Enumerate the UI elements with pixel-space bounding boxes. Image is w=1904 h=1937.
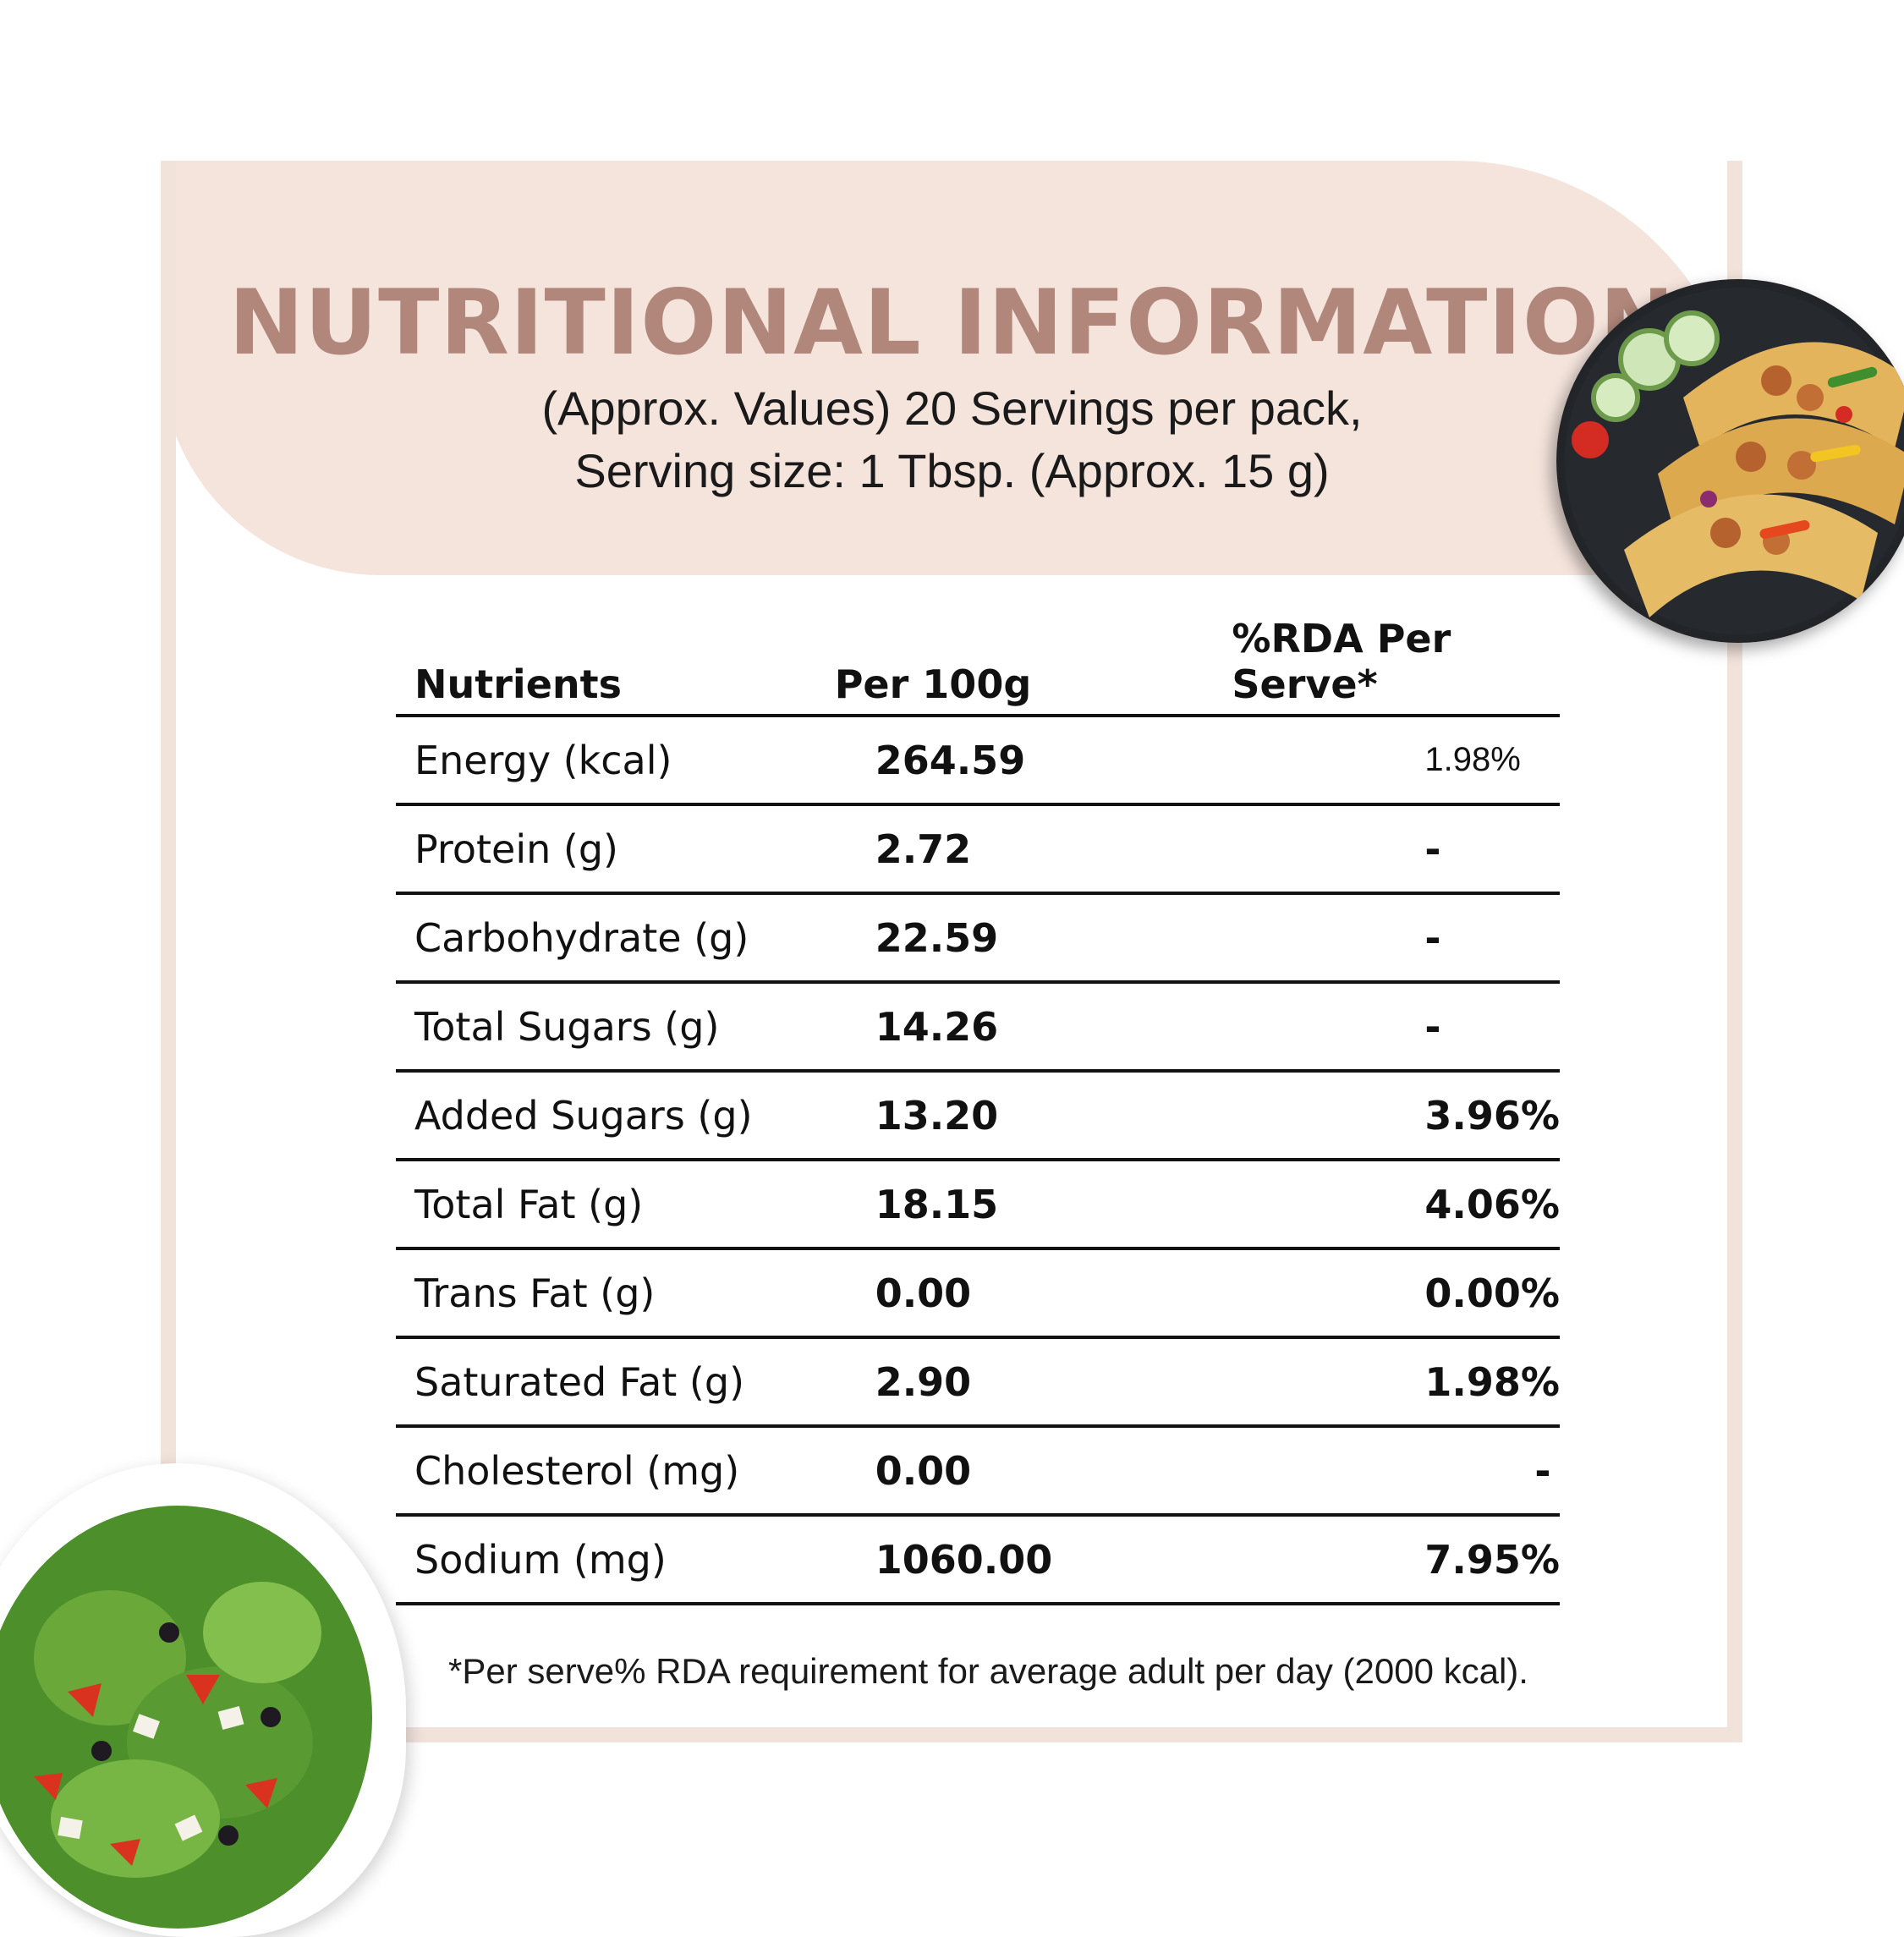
rda-value: - bbox=[1181, 893, 1560, 984]
per-100g-value: 0.00 bbox=[800, 1248, 1182, 1339]
nutrient-name: Total Sugars (g) bbox=[396, 982, 801, 1073]
table-row: Trans Fat (g) 0.00 0.00% bbox=[396, 1248, 1560, 1339]
taco-plate-image bbox=[1556, 279, 1904, 643]
column-header-rda: %RDA Per Serve* bbox=[1181, 616, 1560, 717]
table-row: Protein (g) 2.72 - bbox=[396, 804, 1560, 895]
table-row: Total Sugars (g) 14.26 - bbox=[396, 982, 1560, 1073]
nutrient-name: Added Sugars (g) bbox=[396, 1071, 801, 1161]
subtitle-line-1: (Approx. Values) 20 Servings per pack, bbox=[541, 381, 1363, 435]
column-header-nutrients: Nutrients bbox=[396, 616, 801, 717]
per-100g-value: 13.20 bbox=[800, 1071, 1182, 1161]
per-100g-value: 22.59 bbox=[800, 893, 1182, 984]
per-100g-value: 264.59 bbox=[800, 716, 1182, 806]
table-header-row: Nutrients Per 100g %RDA Per Serve* bbox=[396, 616, 1560, 717]
page-subtitle: (Approx. Values) 20 Servings per pack, S… bbox=[0, 377, 1904, 502]
rda-value: 1.98% bbox=[1181, 716, 1560, 806]
table-row: Added Sugars (g) 13.20 3.96% bbox=[396, 1071, 1560, 1161]
salad-bowl-image bbox=[0, 1463, 406, 1937]
subtitle-line-2: Serving size: 1 Tbsp. (Approx. 15 g) bbox=[574, 444, 1330, 497]
rda-value: - bbox=[1181, 804, 1560, 895]
nutrient-name: Energy (kcal) bbox=[396, 716, 801, 806]
salad-illustration bbox=[0, 1506, 372, 1929]
header-band bbox=[161, 161, 1742, 575]
per-100g-value: 14.26 bbox=[800, 982, 1182, 1073]
table-row: Energy (kcal) 264.59 1.98% bbox=[396, 716, 1560, 806]
nutrient-name: Protein (g) bbox=[396, 804, 801, 895]
page-title: NUTRITIONAL INFORMATION bbox=[228, 271, 1676, 375]
nutrient-name: Trans Fat (g) bbox=[396, 1248, 801, 1339]
per-100g-value: 2.90 bbox=[800, 1337, 1182, 1428]
rda-value: 7.95% bbox=[1181, 1515, 1560, 1605]
per-100g-value: 2.72 bbox=[800, 804, 1182, 895]
rda-value: - bbox=[1181, 1426, 1560, 1517]
rda-value: - bbox=[1181, 982, 1560, 1073]
nutrient-name: Cholesterol (mg) bbox=[396, 1426, 801, 1517]
rda-value: 0.00% bbox=[1181, 1248, 1560, 1339]
rda-value: 3.96% bbox=[1181, 1071, 1560, 1161]
nutrient-name: Carbohydrate (g) bbox=[396, 893, 801, 984]
nutrient-name: Saturated Fat (g) bbox=[396, 1337, 801, 1428]
table-row: Cholesterol (mg) 0.00 - bbox=[396, 1426, 1560, 1517]
table-row: Total Fat (g) 18.15 4.06% bbox=[396, 1160, 1560, 1250]
per-100g-value: 1060.00 bbox=[800, 1515, 1182, 1605]
rda-value: 4.06% bbox=[1181, 1160, 1560, 1250]
column-header-per-100g: Per 100g bbox=[800, 616, 1182, 717]
table-row: Carbohydrate (g) 22.59 - bbox=[396, 893, 1560, 984]
footnote: *Per serve% RDA requirement for average … bbox=[448, 1651, 1528, 1691]
rda-value: 1.98% bbox=[1181, 1337, 1560, 1428]
nutrient-name: Sodium (mg) bbox=[396, 1515, 801, 1605]
per-100g-value: 0.00 bbox=[800, 1426, 1182, 1517]
table-row: Saturated Fat (g) 2.90 1.98% bbox=[396, 1337, 1560, 1428]
nutrition-table: Nutrients Per 100g %RDA Per Serve* Energ… bbox=[396, 616, 1560, 1605]
table-row: Sodium (mg) 1060.00 7.95% bbox=[396, 1515, 1560, 1605]
taco-illustration bbox=[1565, 288, 1904, 634]
per-100g-value: 18.15 bbox=[800, 1160, 1182, 1250]
nutrient-name: Total Fat (g) bbox=[396, 1160, 801, 1250]
